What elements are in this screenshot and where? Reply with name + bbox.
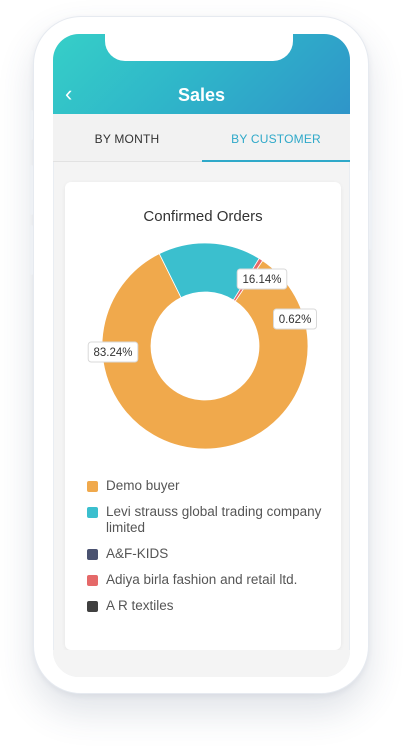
data-label-box bbox=[273, 308, 317, 330]
legend-swatch bbox=[87, 549, 98, 560]
chart-legend: Demo buyer Levi strauss global trading c… bbox=[87, 478, 337, 624]
page-title: Sales bbox=[177, 85, 226, 105]
legend-label: Demo buyer bbox=[106, 478, 180, 493]
legend-label: A&F-KIDS bbox=[106, 546, 169, 561]
legend-swatch bbox=[87, 507, 98, 518]
chart-card: Confirmed Orders 83.24% 16.14% 0.62% Demo … bbox=[65, 182, 341, 650]
data-label: 83.24% bbox=[87, 341, 139, 363]
phone-side-button bbox=[30, 110, 33, 140]
phone-side-button bbox=[30, 165, 33, 215]
legend-swatch bbox=[87, 481, 98, 492]
data-label: 0.62% bbox=[273, 308, 317, 330]
legend-item[interactable]: Levi strauss global trading company limi… bbox=[87, 504, 337, 536]
data-label-box bbox=[87, 341, 139, 363]
legend-label: A R textiles bbox=[106, 598, 174, 613]
legend-item[interactable]: A R textiles bbox=[87, 598, 337, 614]
data-label-text: 0.62% bbox=[279, 314, 312, 326]
legend-swatch bbox=[87, 601, 98, 612]
legend-item[interactable]: Adiya birla fashion and retail ltd. bbox=[87, 572, 337, 588]
data-label-text: 16.14% bbox=[242, 274, 281, 286]
donut-slice[interactable] bbox=[101, 253, 309, 450]
phone-side-button bbox=[30, 225, 33, 275]
donut-chart: 83.24% 16.14% 0.62% bbox=[87, 242, 317, 450]
legend-item[interactable]: A&F-KIDS bbox=[87, 546, 337, 562]
chevron-left-icon[interactable]: ‹ bbox=[65, 81, 73, 106]
chart-title: Confirmed Orders bbox=[143, 208, 263, 225]
data-label-text: 83.24% bbox=[93, 347, 132, 359]
legend-label: Adiya birla fashion and retail ltd. bbox=[106, 572, 298, 587]
data-label-box bbox=[236, 268, 288, 290]
bottom-area bbox=[53, 650, 350, 677]
phone-side-button bbox=[369, 170, 372, 250]
phone-notch bbox=[105, 34, 293, 61]
tab-by-month[interactable]: BY MONTH bbox=[94, 132, 160, 146]
tab-bar: BY MONTH BY CUSTOMER bbox=[53, 114, 350, 162]
app-screen: ‹ Sales BY MONTH BY CUSTOMER Confirmed O… bbox=[53, 34, 350, 677]
legend-item[interactable]: Demo buyer bbox=[87, 478, 337, 494]
legend-swatch bbox=[87, 575, 98, 586]
tab-by-customer[interactable]: BY CUSTOMER bbox=[202, 114, 350, 162]
app-header: ‹ Sales bbox=[53, 34, 350, 114]
data-label: 16.14% bbox=[236, 268, 288, 290]
legend-label: Levi strauss global trading company limi… bbox=[106, 504, 322, 535]
